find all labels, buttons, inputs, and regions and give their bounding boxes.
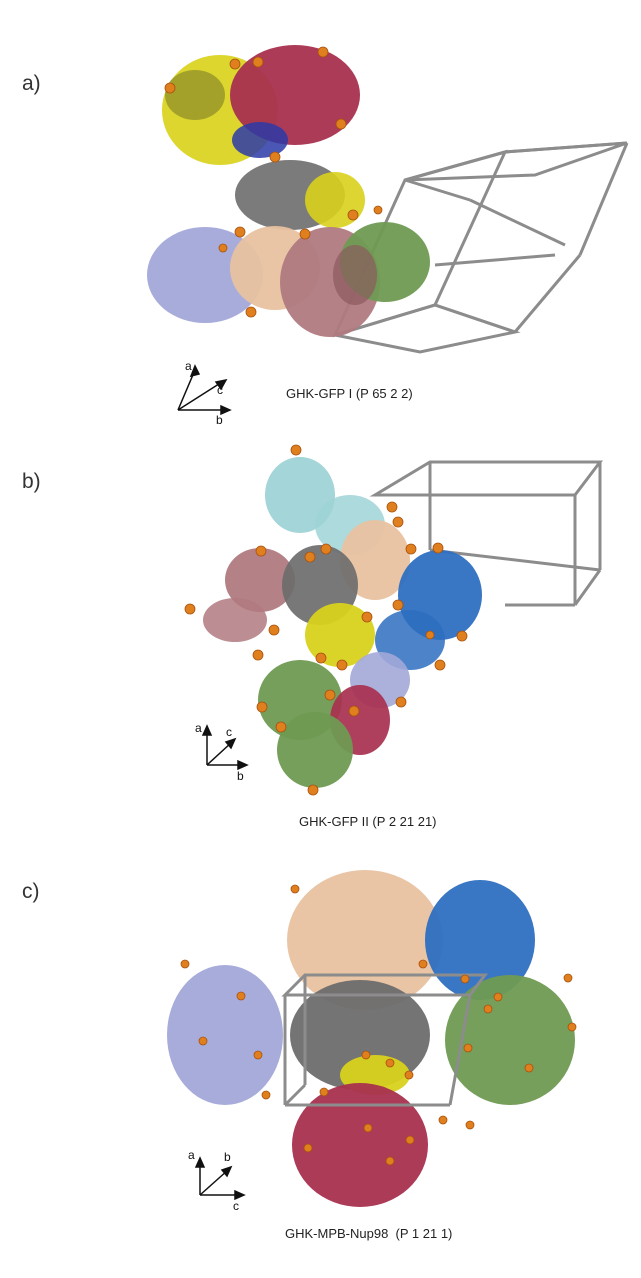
- axis-label-right: b: [237, 769, 244, 783]
- axis-label-up: a: [195, 721, 202, 735]
- axes-triad: [177, 364, 232, 416]
- panel-a: a): [0, 0, 641, 430]
- panel-b: b): [0, 430, 641, 865]
- axis-label-diag: c: [226, 725, 232, 739]
- axis-label-up: a: [188, 1148, 195, 1162]
- protein-molecules: [147, 45, 430, 337]
- crystal-packing-figure-b: a c b: [184, 444, 604, 796]
- axis-label-right: b: [216, 413, 223, 427]
- panel-label: b): [22, 470, 41, 493]
- ion-spheres: [164, 46, 383, 318]
- ion-spheres: [180, 884, 577, 1166]
- unit-cell: [281, 973, 488, 1107]
- unit-cell: [332, 141, 629, 354]
- panel-caption: GHK-MPB-Nup98 (P 1 21 1): [285, 1226, 453, 1241]
- protein-molecules: [203, 457, 482, 788]
- axis-label-diag: b: [224, 1150, 231, 1164]
- panel-caption: GHK-GFP II (P 2 21 21): [299, 814, 437, 829]
- axis-label-right: c: [233, 1199, 239, 1213]
- panel-c: c): [0, 865, 641, 1278]
- axes-triad: [194, 1156, 246, 1201]
- ion-spheres: [184, 444, 468, 796]
- axis-label-diag: c: [217, 383, 223, 397]
- crystal-packing-figure-c: a b c: [167, 870, 577, 1213]
- crystal-packing-figure-a: a c b: [147, 45, 629, 427]
- panel-caption: GHK-GFP I (P 65 2 2): [286, 386, 413, 401]
- panel-label: a): [22, 72, 41, 95]
- axis-label-up: a: [185, 359, 192, 373]
- panel-label: c): [22, 880, 40, 903]
- axes-triad: [201, 724, 249, 771]
- unit-cell: [369, 460, 604, 607]
